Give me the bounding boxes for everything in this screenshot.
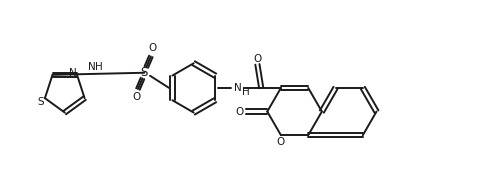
Text: N: N	[69, 68, 76, 78]
Text: H: H	[242, 87, 249, 97]
Text: O: O	[276, 137, 284, 147]
Text: N: N	[88, 62, 96, 72]
Text: O: O	[253, 54, 261, 64]
Text: O: O	[235, 107, 243, 117]
Text: S: S	[38, 97, 44, 107]
Text: O: O	[149, 43, 157, 53]
Text: H: H	[95, 62, 103, 72]
Text: O: O	[132, 92, 140, 102]
Text: N: N	[234, 83, 242, 93]
Text: S: S	[141, 66, 148, 79]
